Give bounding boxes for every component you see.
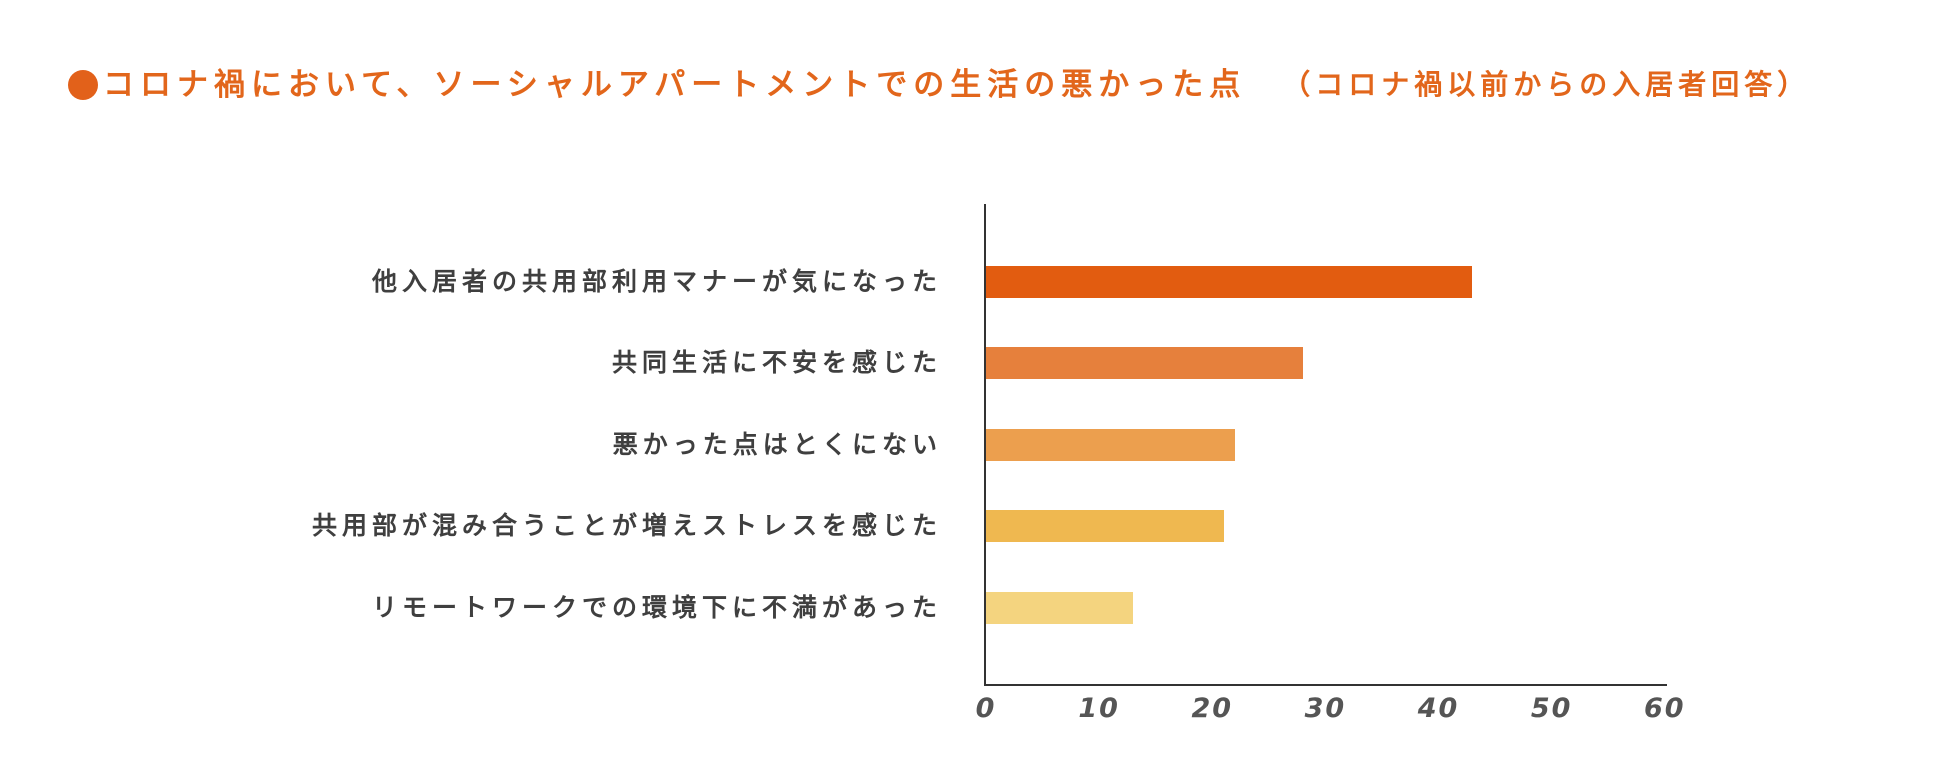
bar [986, 510, 1224, 543]
x-tick-label: 20 [1191, 693, 1234, 724]
chart-title-row: コロナ禍において、ソーシャルアパートメントでの生活の悪かった点 （コロナ禍以前か… [68, 64, 1810, 106]
x-tick-label: 10 [1078, 693, 1120, 724]
x-tick-label: 0 [975, 693, 997, 724]
category-label: 共用部が混み合うことが増えストレスを感じた [311, 511, 942, 541]
bar [986, 428, 1235, 461]
x-axis-line [984, 684, 1667, 686]
category-label: 他入居者の共用部利用マナーが気になった [371, 267, 942, 296]
category-label: 共同生活に不安を感じた [611, 348, 942, 378]
bar [986, 591, 1134, 624]
chart-subtitle: （コロナ禍以前からの入居者回答） [1282, 68, 1811, 101]
bar [986, 266, 1473, 298]
y-axis-line [984, 204, 986, 686]
chart-title: コロナ禍において、ソーシャルアパートメントでの生活の悪かった点 [103, 67, 1247, 103]
x-tick-label: 30 [1304, 693, 1347, 724]
category-label: 悪かった点はとくにない [612, 429, 942, 459]
x-tick-label: 60 [1643, 693, 1686, 724]
bullet-circle-icon [68, 70, 98, 100]
category-label: リモートワークでの環境下に不満があった [371, 592, 942, 622]
bar [986, 347, 1303, 380]
x-tick-label: 50 [1530, 693, 1573, 724]
x-tick-label: 40 [1417, 693, 1460, 724]
